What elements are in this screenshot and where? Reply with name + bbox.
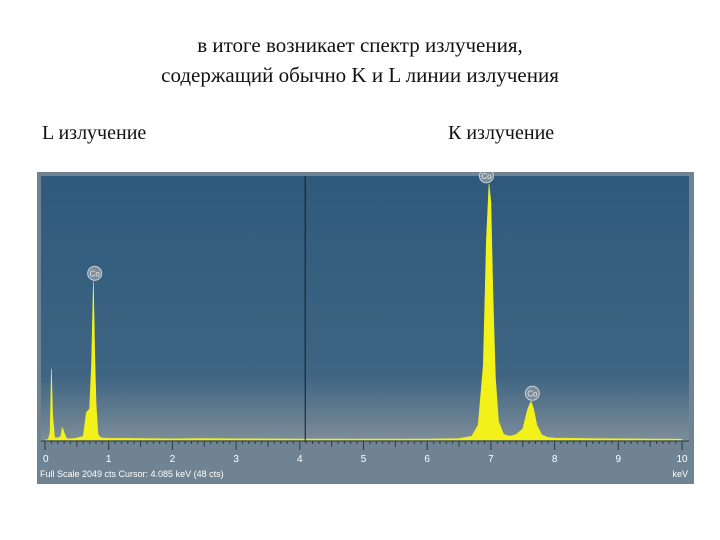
x-tick-label: 2: [170, 454, 176, 465]
peak-label-badge: [478, 172, 494, 184]
l-radiation-label: L излучение: [42, 122, 147, 144]
heading: в итоге возникает спектр излучения, соде…: [0, 30, 720, 90]
x-unit-label: keV: [672, 469, 688, 479]
spectrum-panel[interactable]: 0 1 2 3 4 5 6 7 8 9 10 Co Co Co Full Scale 2049 cts …: [37, 172, 694, 484]
x-tick-label: 8: [552, 454, 558, 465]
status-text: Full Scale 2049 cts Cursor: 4.085 keV (4…: [40, 469, 224, 479]
peak-label: Co: [478, 172, 494, 184]
x-tick-label: 10: [676, 454, 688, 465]
axis-strip: [37, 441, 694, 484]
peak-label: Co: [87, 265, 103, 281]
x-tick-label: 9: [616, 454, 622, 465]
x-tick-label: 6: [424, 454, 430, 465]
peak-label-text: Co: [481, 172, 492, 181]
peak-label-badge: [524, 385, 540, 401]
peak-label: Co: [524, 385, 540, 401]
x-tick-label: 0: [43, 454, 49, 465]
x-tick-label: 7: [488, 454, 494, 465]
peak-label-text: Co: [90, 269, 101, 278]
x-tick-label: 1: [106, 454, 112, 465]
spectrum-area: [44, 183, 683, 441]
heading-line-2: содержащий обычно K и L линии излучения: [161, 63, 559, 87]
peak-label-text: Co: [527, 389, 538, 398]
k-radiation-label: К излучение: [448, 122, 555, 144]
x-tick-label: 4: [297, 454, 303, 465]
peak-label-badge: [87, 265, 103, 281]
plot-background: [41, 176, 689, 441]
spectrum-chart[interactable]: 0 1 2 3 4 5 6 7 8 9 10 Co Co Co Full Scale 2049 cts …: [37, 172, 694, 484]
x-tick-label: 3: [233, 454, 239, 465]
heading-line-1: в итоге возникает спектр излучения,: [197, 33, 523, 57]
x-tick-label: 5: [361, 454, 367, 465]
